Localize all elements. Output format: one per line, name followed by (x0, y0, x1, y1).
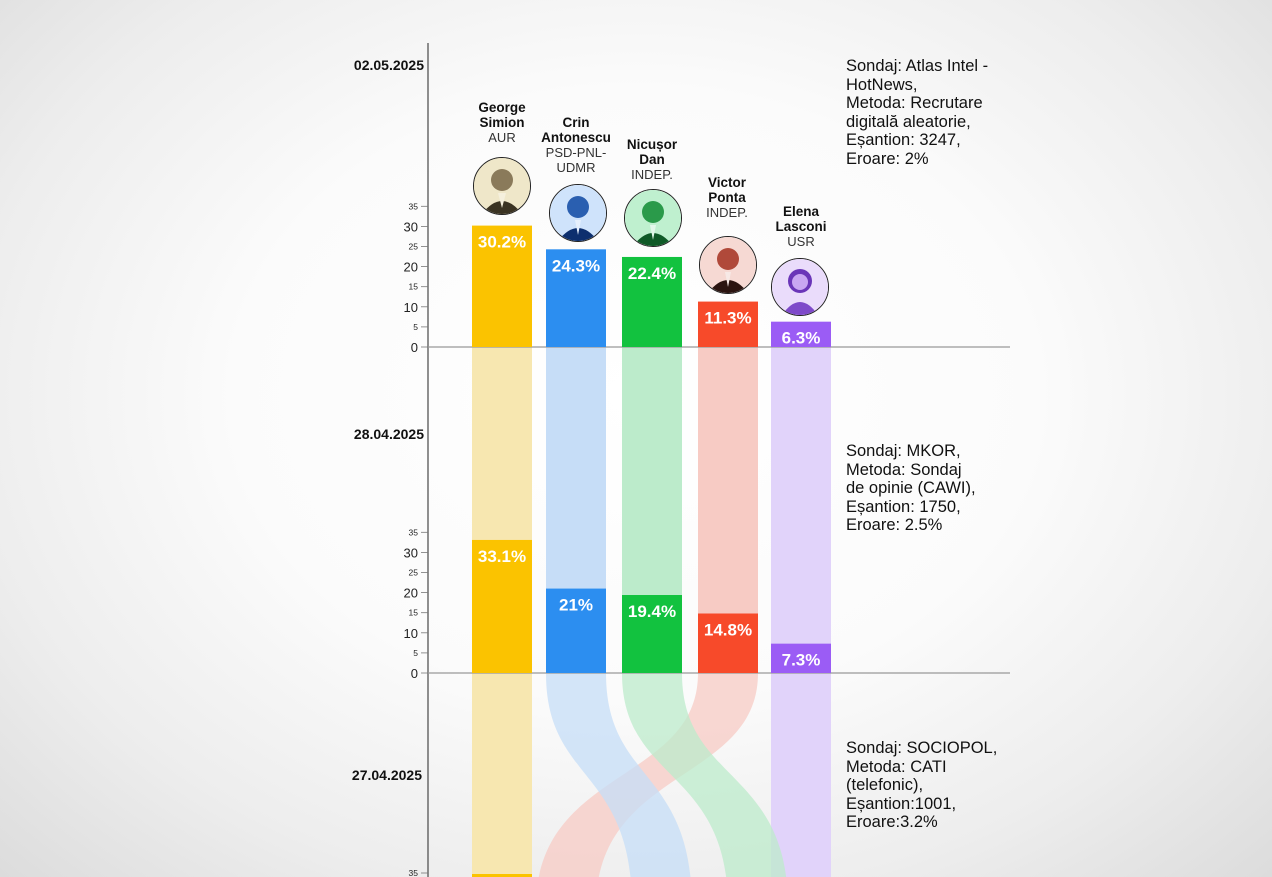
portrait-victor-ponta (699, 236, 757, 294)
bar-poll2-3 (698, 613, 758, 673)
value-label: 6.3% (782, 329, 821, 348)
tick-label: 25 (409, 242, 419, 252)
portrait-nicusor-dan (624, 189, 682, 247)
tick-label: 15 (409, 282, 419, 292)
value-label: 22.4% (628, 264, 676, 283)
tick-label: 5 (413, 322, 418, 332)
tick-label: 25 (409, 568, 419, 578)
bar-poll2-0 (472, 539, 532, 673)
tick-label: 20 (404, 260, 418, 275)
candidate-header-antonescu: Crin Antonescu PSD-PNL- UDMR (521, 115, 631, 175)
bar-poll2-2 (622, 595, 682, 673)
tick-label: 35 (409, 201, 419, 211)
tick-label: 0 (411, 340, 418, 355)
candidate-party: USR (787, 234, 815, 249)
portrait-george-simion (473, 157, 531, 215)
value-label: 19.4% (628, 602, 676, 621)
candidate-header-simion: George Simion AUR (447, 100, 557, 145)
tick-label: 10 (404, 300, 418, 315)
ribbon-ponta (539, 673, 758, 877)
ribbon-dan (622, 673, 786, 877)
bar-poll3-simion (472, 874, 532, 877)
tick-label: 5 (413, 648, 418, 658)
connector-4 (771, 347, 831, 877)
candidate-party: INDEP. (631, 167, 673, 182)
candidate-party: PSD-PNL- UDMR (545, 145, 607, 175)
poll-note-2: Sondaj: MKOR, Metoda: Sondaj de opinie (… (846, 442, 976, 534)
candidate-name: Crin Antonescu (541, 115, 611, 145)
poll-note-3: Sondaj: SOCIOPOL, Metoda: CATI (telefoni… (846, 739, 998, 831)
tick-label: 10 (404, 626, 418, 641)
candidate-header-ponta: Victor Ponta INDEP. (672, 175, 782, 220)
bar-poll1-4 (771, 321, 831, 347)
tick-label: 30 (404, 219, 418, 234)
candidate-name: Elena Lasconi (775, 204, 827, 234)
value-label: 30.2% (478, 233, 526, 252)
portrait-crin-antonescu (549, 184, 607, 242)
poll-date-2: 28.04.2025 (353, 426, 424, 442)
tick-label: 15 (409, 608, 419, 618)
value-label: 7.3% (782, 651, 821, 670)
candidate-party: AUR (488, 130, 516, 145)
bar-poll2-4 (771, 643, 831, 673)
candidate-party: INDEP. (706, 205, 748, 220)
bar-poll1-0 (472, 225, 532, 347)
tick-label: 35 (409, 527, 419, 537)
ribbon-antonescu (546, 673, 691, 877)
poll-date-1: 02.05.2025 (353, 57, 424, 73)
candidate-header-dan: Nicușor Dan INDEP. (597, 137, 707, 182)
value-label: 33.1% (478, 547, 526, 566)
bar-poll1-1 (546, 249, 606, 347)
value-label: 24.3% (552, 256, 600, 275)
bar-poll1-2 (622, 256, 682, 347)
candidate-name: George Simion (478, 100, 526, 130)
tick-label: 30 (404, 545, 418, 560)
value-label: 14.8% (704, 621, 752, 640)
value-label: 21% (559, 596, 593, 615)
tick-label: 35 (409, 868, 419, 877)
bar-poll1-3 (698, 301, 758, 347)
value-label: 11.3% (704, 309, 751, 328)
candidate-name: Nicușor Dan (626, 137, 678, 167)
portrait-elena-lasconi (771, 258, 829, 316)
tick-label: 20 (404, 586, 418, 601)
candidate-header-lasconi: Elena Lasconi USR (746, 204, 856, 249)
bar-poll2-1 (546, 588, 606, 673)
poll-date-3: 27.04.2025 (351, 767, 422, 783)
tick-label: 0 (411, 666, 418, 681)
candidate-name: Victor Ponta (707, 175, 746, 205)
poll-note-1: Sondaj: Atlas Intel - HotNews, Metoda: R… (846, 57, 989, 168)
